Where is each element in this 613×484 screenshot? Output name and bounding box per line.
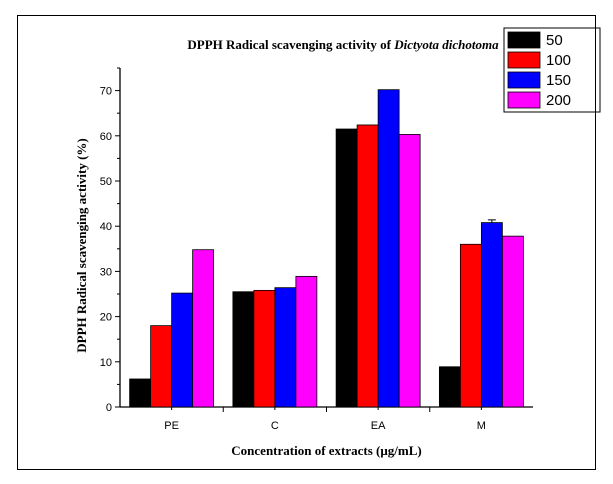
y-tick-label: 50: [100, 176, 112, 188]
x-axis-title: Concentration of extracts (μg/mL): [231, 443, 421, 458]
y-tick-label: 60: [100, 131, 112, 143]
legend-label: 100: [546, 52, 571, 69]
legend-label: 150: [546, 72, 571, 89]
bar: [501, 235, 524, 408]
x-tick-label: C: [271, 420, 279, 432]
legend-label: 50: [546, 32, 563, 49]
legend-label: 200: [546, 92, 571, 109]
legend-swatch: [507, 31, 541, 49]
y-tick-label: 20: [100, 312, 112, 324]
legend-swatch: [507, 91, 541, 109]
bar: [295, 275, 318, 408]
y-tick-label: 70: [100, 86, 112, 98]
legend-swatch: [507, 71, 541, 89]
legend-swatch: [507, 51, 541, 69]
x-tick-label: PE: [164, 420, 179, 432]
bar: [192, 249, 215, 408]
chart-title: DPPH Radical scavenging activity of Dict…: [187, 37, 499, 52]
figure-border: [17, 15, 596, 470]
y-tick-label: 30: [100, 266, 112, 278]
y-tick-label: 0: [106, 402, 112, 414]
y-tick-label: 10: [100, 357, 112, 369]
x-tick-label: M: [477, 420, 486, 432]
x-tick-label: EA: [371, 420, 386, 432]
y-tick-label: 40: [100, 221, 112, 233]
y-axis-title: DPPH Radical scavenging activity (%): [74, 138, 89, 352]
bar: [398, 134, 421, 408]
